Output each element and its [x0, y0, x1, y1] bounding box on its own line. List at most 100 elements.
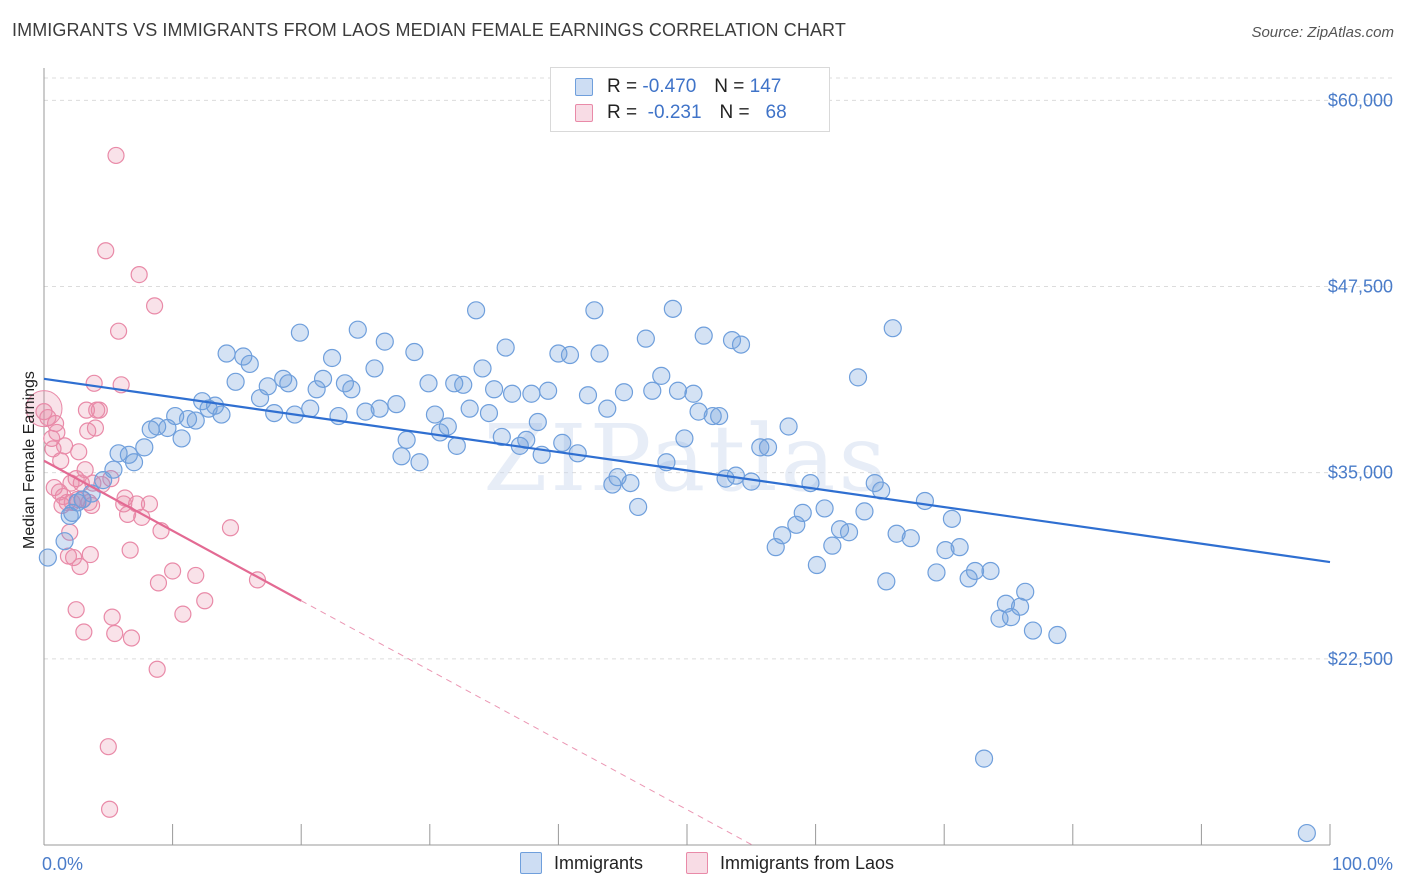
- laos-point: [103, 608, 121, 626]
- immigrants-point: [675, 429, 694, 448]
- immigrants-point: [848, 368, 868, 387]
- x-tick-label: 0.0%: [42, 854, 83, 874]
- immigrants-point: [172, 429, 191, 448]
- immigrants-point: [815, 499, 834, 518]
- immigrants-point: [479, 403, 499, 423]
- immigrants-point: [1297, 823, 1316, 843]
- legend-r-value: -0.231: [647, 102, 702, 123]
- immigrants-point: [445, 374, 464, 393]
- immigrants-point: [751, 438, 770, 457]
- immigrants-point: [348, 320, 367, 339]
- immigrants-point: [839, 523, 859, 542]
- immigrants-point: [722, 331, 742, 350]
- immigrants-point: [652, 366, 671, 385]
- trend-lines: [43, 377, 1331, 846]
- immigrants-point: [942, 509, 962, 528]
- y-tick-label: $35,000: [1328, 463, 1393, 483]
- immigrants-point: [887, 524, 906, 543]
- laos-point: [221, 519, 240, 537]
- immigrants-point: [392, 447, 411, 466]
- immigrants-point: [60, 506, 79, 525]
- immigrants-point: [405, 342, 424, 362]
- immigrants-point: [186, 411, 205, 430]
- laos-trend-line: [43, 459, 302, 602]
- laos-point: [107, 146, 125, 165]
- immigrants-point: [370, 399, 389, 418]
- laos-point: [86, 419, 105, 437]
- immigrants-point: [578, 386, 598, 405]
- immigrants-point: [438, 417, 457, 436]
- laos-point-large: [25, 390, 63, 428]
- immigrants-point: [663, 299, 682, 318]
- immigrants-point: [485, 380, 504, 399]
- legend-box: R = -0.470 N = 147 R = -0.231 N = 68: [550, 67, 830, 132]
- immigrants-point: [981, 561, 1000, 581]
- immigrants-point: [974, 749, 994, 768]
- laos-point: [90, 401, 108, 419]
- immigrants-point: [410, 453, 429, 472]
- immigrants-point: [959, 569, 978, 588]
- immigrants-point: [793, 503, 812, 522]
- laos-point: [140, 495, 159, 513]
- immigrants-point: [855, 502, 874, 521]
- immigrants-point: [549, 344, 568, 363]
- y-tick-label: $60,000: [1328, 90, 1393, 110]
- immigrants-point: [212, 405, 231, 424]
- immigrants-point: [877, 572, 896, 591]
- immigrants-point: [135, 438, 154, 457]
- immigrants-point: [375, 332, 394, 351]
- immigrants-point: [124, 453, 144, 472]
- legend-n-value: 68: [765, 102, 787, 123]
- laos-point: [63, 493, 81, 512]
- bottom-legend-swatch-pink: [686, 852, 708, 874]
- legend-r-label: R =: [607, 76, 638, 97]
- legend-n-label: N =: [719, 102, 750, 123]
- immigrants-point: [901, 529, 920, 548]
- bottom-legend-immigrants: Immigrants: [520, 852, 643, 874]
- immigrants-point: [365, 359, 384, 378]
- immigrants-point: [496, 338, 515, 357]
- laos-point: [122, 629, 141, 647]
- immigrants-trend-line: [43, 377, 1331, 564]
- series-immigrants-points: [38, 299, 1316, 843]
- legend-row-laos: R = -0.231 N = 68: [575, 101, 787, 125]
- laos-point: [121, 541, 139, 559]
- chart-title: IMMIGRANTS VS IMMIGRANTS FROM LAOS MEDIA…: [12, 20, 846, 40]
- legend-r-label: R =: [607, 102, 638, 123]
- immigrants-point: [356, 402, 375, 421]
- laos-point: [174, 605, 192, 623]
- laos-point: [48, 423, 66, 442]
- immigrants-point: [342, 380, 361, 399]
- immigrants-point: [950, 538, 969, 557]
- immigrants-point: [560, 345, 580, 365]
- immigrants-point: [807, 555, 826, 575]
- immigrants-point: [621, 473, 640, 493]
- x-tick-labels: 0.0% 100.0%: [42, 854, 1393, 874]
- laos-point: [75, 623, 93, 641]
- immigrants-point: [590, 344, 609, 363]
- legend-swatch-blue: [575, 78, 593, 96]
- immigrants-point: [643, 381, 662, 400]
- laos-point: [187, 566, 205, 585]
- laos-point: [71, 557, 89, 576]
- immigrants-point: [279, 374, 298, 393]
- laos-point: [99, 738, 117, 756]
- laos-point: [76, 461, 94, 479]
- bottom-legend-laos: Immigrants from Laos: [686, 852, 894, 874]
- y-axis-title: Median Female Earnings: [21, 371, 38, 549]
- immigrants-point: [63, 503, 82, 522]
- y-tick-label: $47,500: [1328, 277, 1393, 297]
- bottom-legend-swatch-blue: [520, 852, 542, 874]
- legend-swatch-pink: [575, 104, 593, 122]
- bottom-legend-label: Immigrants: [554, 852, 644, 873]
- immigrants-point: [710, 406, 729, 426]
- immigrants-point: [313, 369, 333, 388]
- immigrants-point: [614, 383, 634, 402]
- laos-point: [97, 242, 115, 260]
- immigrants-point: [694, 326, 713, 345]
- immigrants-point: [1016, 582, 1035, 601]
- immigrants-point: [55, 532, 74, 551]
- laos-point: [70, 443, 88, 461]
- immigrants-point: [226, 372, 245, 391]
